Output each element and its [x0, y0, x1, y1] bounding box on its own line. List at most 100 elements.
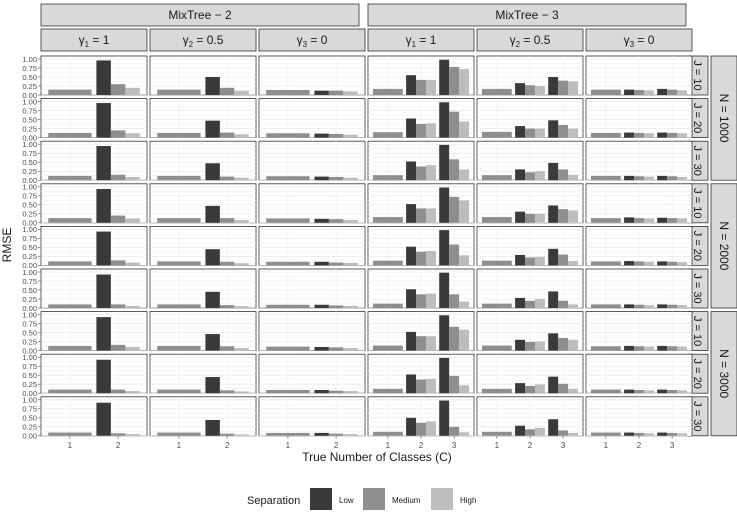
- bar-high: [343, 177, 358, 181]
- bar-medium: [48, 218, 92, 223]
- legend-label-medium: Medium: [392, 496, 421, 505]
- bar-medium: [558, 300, 569, 308]
- bar-medium: [157, 218, 201, 223]
- bar-high: [534, 384, 545, 394]
- bar-low: [439, 315, 450, 351]
- y-tick-label: 1.00: [22, 55, 37, 64]
- bar-low: [515, 297, 526, 308]
- bar-high: [677, 218, 688, 223]
- bar-low: [657, 88, 668, 95]
- x-tick-label: 2: [116, 441, 121, 450]
- panel-bg: [149, 183, 257, 224]
- y-tick-label: 0.00: [22, 304, 37, 313]
- bar-medium: [416, 294, 426, 308]
- bar-low: [406, 161, 417, 181]
- bar-medium: [590, 346, 621, 351]
- bar-low: [624, 389, 635, 394]
- gamma-strip-label: γ1 = 1: [406, 33, 437, 49]
- bar-low: [205, 334, 220, 351]
- n-strip: [710, 183, 737, 309]
- bar-high: [234, 434, 249, 436]
- bar-high: [643, 90, 654, 95]
- bar-medium: [372, 388, 403, 394]
- bar-medium: [328, 347, 344, 351]
- bar-high: [343, 348, 358, 351]
- panel-bg: [149, 225, 257, 266]
- bar-high: [125, 176, 140, 181]
- bar-medium: [667, 218, 678, 223]
- y-tick-label: 0.00: [22, 91, 37, 100]
- y-tick-label: 0.50: [22, 201, 37, 210]
- y-tick-label: 0.00: [22, 432, 37, 441]
- gamma-strip: [258, 28, 366, 52]
- bar-medium: [110, 215, 126, 223]
- bar-high: [677, 262, 688, 266]
- gamma-strip-label: γ2 = 0.5: [510, 33, 551, 49]
- bar-medium: [634, 389, 644, 394]
- bar-medium: [157, 389, 201, 394]
- bar-low: [515, 254, 526, 266]
- bar-high: [234, 348, 249, 351]
- bar-low: [624, 304, 635, 308]
- bar-medium: [558, 383, 569, 394]
- gamma-strip: [476, 28, 584, 52]
- bar-high: [459, 329, 470, 351]
- bar-low: [515, 169, 526, 181]
- bar-medium: [219, 346, 235, 351]
- bar-medium: [266, 432, 310, 436]
- panel-bg: [40, 311, 148, 352]
- bar-medium: [667, 346, 678, 351]
- bar-medium: [48, 175, 92, 181]
- bar-high: [643, 433, 654, 436]
- bar-medium: [266, 304, 310, 308]
- legend-title: Separation: [247, 495, 300, 507]
- bar-medium: [481, 260, 512, 266]
- bar-high: [568, 210, 579, 223]
- bar-low: [96, 231, 111, 266]
- bar-high: [125, 305, 140, 308]
- bar-high: [343, 434, 358, 436]
- x-tick-label: 2: [637, 441, 642, 450]
- bar-high: [125, 391, 140, 394]
- bar-low: [515, 425, 526, 436]
- bar-high: [343, 391, 358, 394]
- bar-high: [234, 263, 249, 266]
- bar-medium: [590, 389, 621, 394]
- bar-low: [515, 339, 526, 351]
- bar-medium: [634, 346, 644, 351]
- bar-high: [643, 346, 654, 351]
- x-tick-label: 1: [495, 441, 500, 450]
- panel-bg: [149, 268, 257, 309]
- bar-low: [205, 163, 220, 181]
- bar-medium: [416, 251, 426, 266]
- gamma-strip-label: γ3 = 0: [624, 33, 655, 49]
- bar-medium: [372, 175, 403, 181]
- bar-medium: [328, 262, 344, 266]
- panel-bg: [258, 311, 366, 352]
- x-tick-label: 3: [670, 441, 675, 450]
- bar-medium: [416, 166, 426, 181]
- y-tick-label: 0.50: [22, 115, 37, 124]
- y-tick-label: 0.75: [22, 277, 37, 286]
- bar-medium: [481, 303, 512, 308]
- x-tick-label: 1: [68, 441, 73, 450]
- y-tick-label: 0.00: [22, 133, 37, 142]
- bar-high: [425, 293, 436, 308]
- x-tick-label: 1: [286, 441, 291, 450]
- bar-high: [568, 304, 579, 308]
- bar-medium: [416, 123, 426, 138]
- gamma-strip: [149, 28, 257, 52]
- bar-medium: [219, 218, 235, 223]
- bar-high: [125, 262, 140, 266]
- bar-medium: [634, 218, 644, 223]
- axes: 0.000.250.500.751.000.000.250.500.751.00…: [0, 55, 675, 464]
- bar-high: [677, 346, 688, 351]
- bar-medium: [558, 125, 569, 138]
- gamma-strip: [585, 28, 693, 52]
- y-tick-label: 1.00: [22, 353, 37, 362]
- panel-bg: [258, 353, 366, 394]
- bar-medium: [110, 304, 126, 308]
- y-tick-label: 1.00: [22, 140, 37, 149]
- bar-high: [425, 251, 436, 266]
- bar-high: [234, 391, 249, 394]
